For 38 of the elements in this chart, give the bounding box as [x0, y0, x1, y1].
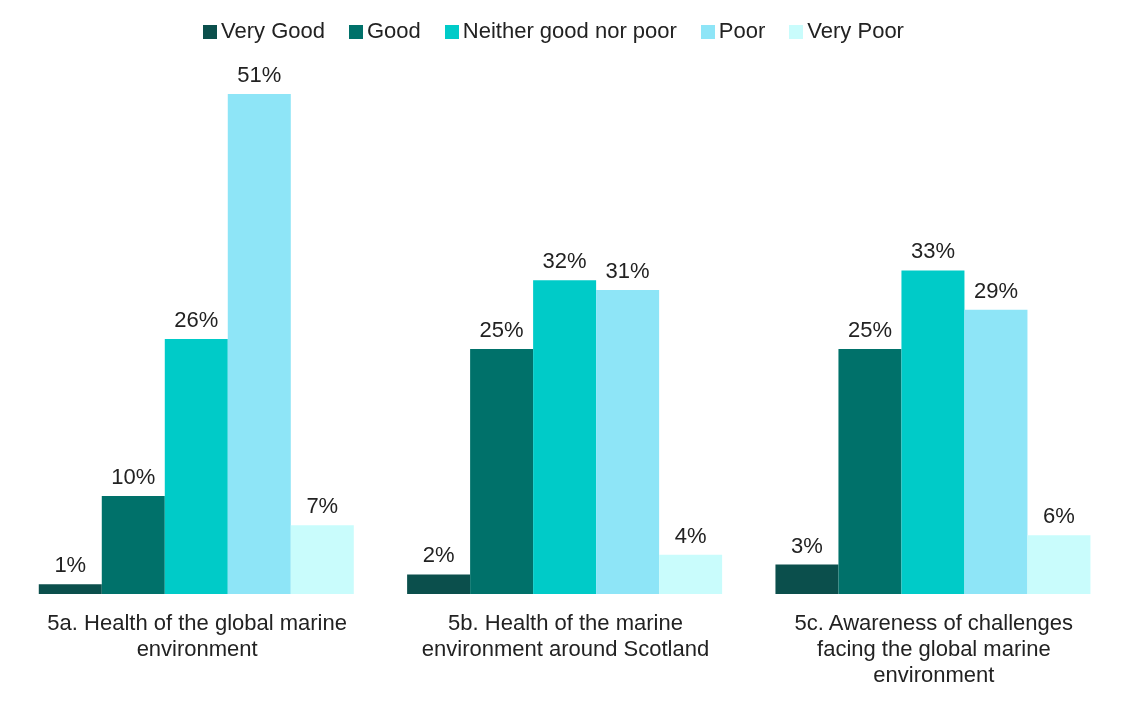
- bar: [164, 339, 228, 594]
- data-label: 33%: [910, 238, 955, 264]
- data-label: 10%: [111, 463, 156, 489]
- bar: [1027, 535, 1091, 594]
- data-label: 25%: [479, 316, 524, 342]
- data-label: 7%: [306, 493, 339, 519]
- bar: [227, 94, 291, 594]
- x-tick-label: 5a. Health of the global marine environment: [47, 609, 347, 661]
- bar: [838, 348, 902, 594]
- data-label: 2%: [422, 542, 455, 568]
- data-label: 25%: [847, 316, 892, 342]
- data-label: 1%: [54, 552, 87, 578]
- legend-label: Neither good nor poor: [462, 18, 677, 43]
- bar: [290, 525, 354, 594]
- data-label: 31%: [605, 258, 650, 284]
- bar: [407, 574, 471, 594]
- bar: [101, 495, 165, 594]
- x-tick-label: 5c. Awareness of challenges facing the global marine environment: [794, 609, 1074, 688]
- bar: [775, 564, 839, 594]
- bar: [901, 270, 965, 594]
- bar: [533, 280, 597, 594]
- legend-label: Poor: [718, 18, 766, 43]
- bar: [470, 348, 534, 594]
- data-label: 29%: [973, 277, 1018, 303]
- bar: [596, 290, 660, 594]
- bar: [38, 584, 102, 594]
- data-label: 51%: [237, 62, 282, 87]
- data-label: 3%: [791, 532, 823, 558]
- legend-label: Good: [367, 18, 421, 43]
- data-label: 26%: [174, 307, 219, 333]
- x-tick-label: 5b. Health of the marine environment around Scotland: [421, 609, 710, 661]
- data-label: 32%: [542, 248, 587, 274]
- data-label: 6%: [1043, 503, 1075, 529]
- data-label: 4%: [674, 522, 707, 548]
- bar: [659, 554, 723, 594]
- legend-label: Very Poor: [807, 18, 904, 43]
- bar: [964, 309, 1028, 594]
- legend-label: Very Good: [221, 18, 325, 43]
